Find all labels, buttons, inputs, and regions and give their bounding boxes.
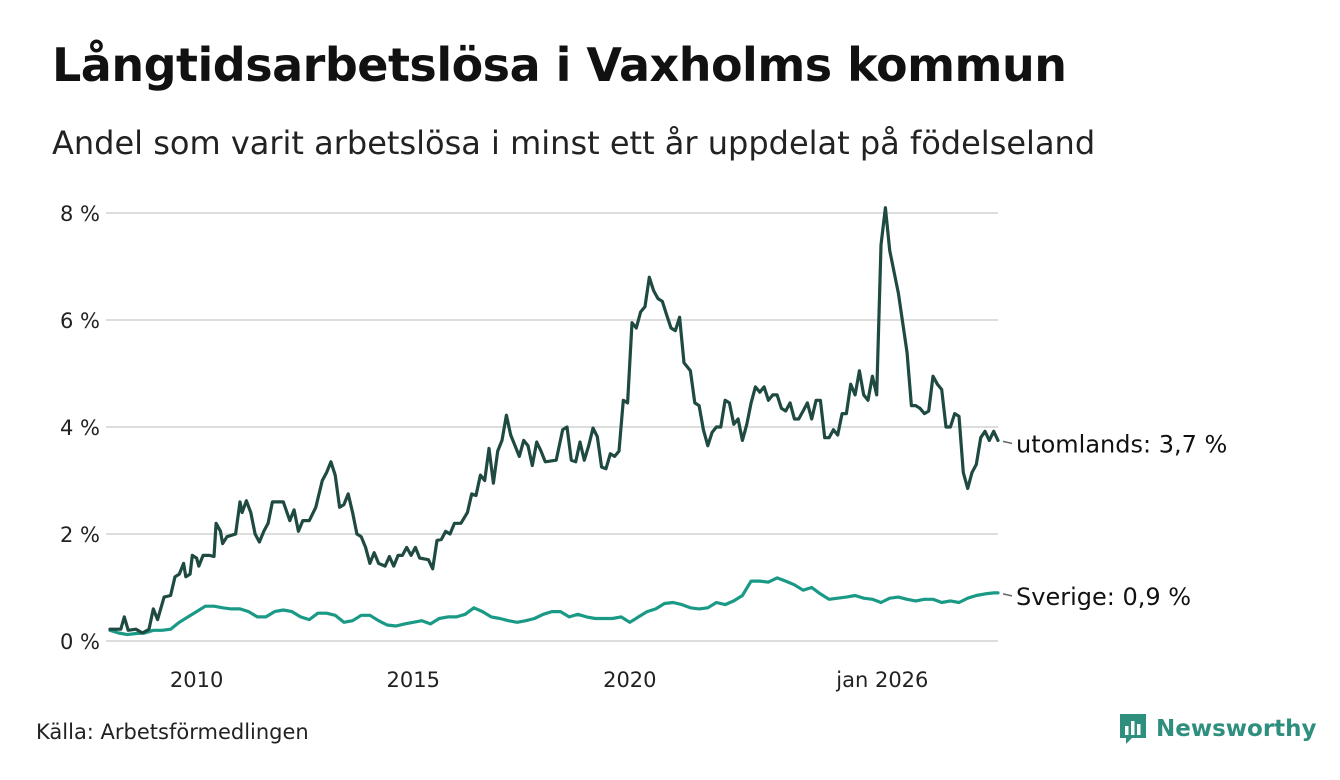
y-tick-label: 8 % <box>60 202 100 226</box>
chart-title: Långtidsarbetslösa i Vaxholms kommun <box>52 38 1067 92</box>
series-line-sverige <box>108 576 1000 637</box>
brand-name: Newsworthy <box>1156 716 1317 742</box>
chart-subtitle: Andel som varit arbetslösa i minst ett å… <box>52 124 1096 162</box>
x-tick-label: 2010 <box>170 668 223 692</box>
x-tick-label: 2020 <box>603 668 656 692</box>
gridlines <box>106 212 998 642</box>
y-tick-label: 6 % <box>60 309 100 333</box>
y-tick-label: 2 % <box>60 523 100 547</box>
end-label-connector <box>1002 440 1013 445</box>
y-axis-ticks: 0 % 2 % 4 % 6 % 8 % <box>60 202 100 654</box>
x-axis-ticks: 2010 2015 2020 jan 2026 <box>170 668 929 692</box>
y-tick-label: 0 % <box>60 630 100 654</box>
bar-chart-icon <box>1120 714 1146 744</box>
line-chart: 0 % 2 % 4 % 6 % 8 % 2010 2015 2020 jan 2026 uto… <box>60 202 1227 692</box>
series-line-utomlands <box>108 206 1000 635</box>
source-credit: Källa: Arbetsförmedlingen <box>36 720 309 744</box>
series-end-labels: utomlands: 3,7 % Sverige: 0,9 % <box>1002 430 1227 611</box>
x-tick-label: 2015 <box>386 668 439 692</box>
y-tick-label: 4 % <box>60 416 100 440</box>
x-tick-label: jan 2026 <box>835 668 928 692</box>
end-label-sverige: Sverige: 0,9 % <box>1016 583 1191 611</box>
end-label-connector <box>1002 593 1013 597</box>
series-lines <box>108 206 1000 637</box>
end-label-utomlands: utomlands: 3,7 % <box>1016 430 1227 458</box>
brand-logo[interactable]: Newsworthy <box>1118 712 1317 746</box>
